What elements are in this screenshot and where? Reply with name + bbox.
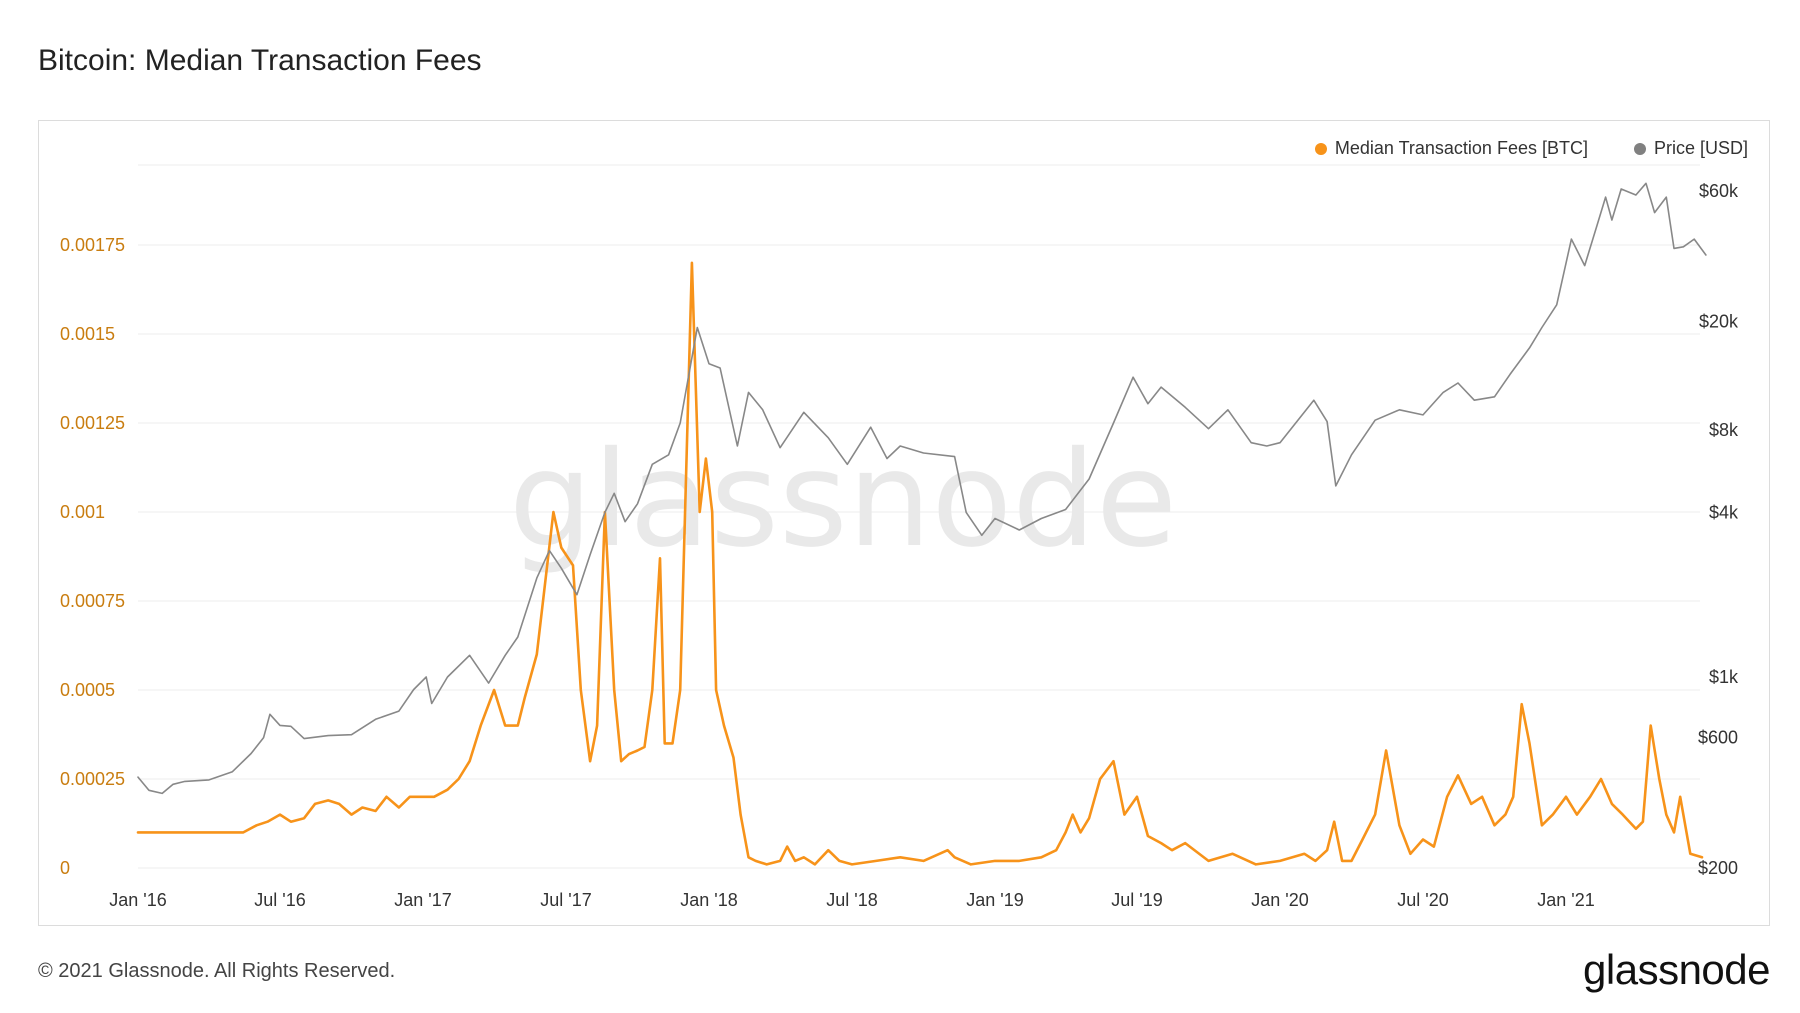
y-axis-right: $200 $600 $1k $4k $8k $20k $60k	[1698, 181, 1739, 878]
legend-dot-price	[1633, 142, 1646, 155]
y-right-tick-label: $1k	[1709, 667, 1739, 687]
legend-label-price: Price [USD]	[1653, 138, 1748, 158]
y-right-tick-label: $600	[1698, 728, 1738, 748]
copyright-text: © 2021 Glassnode. All Rights Reserved.	[38, 960, 396, 982]
x-tick-label: Jul '19	[1111, 890, 1162, 910]
y-axis-left: 0 0.00025 0.0005 0.00075 0.001 0.00125 0.0015 0…	[60, 235, 125, 878]
x-tick-label: Jul '20	[1397, 890, 1448, 910]
x-tick-label: Jan '20	[1251, 890, 1308, 910]
y-left-tick-label: 0.00025	[60, 769, 125, 789]
y-right-tick-label: $4k	[1709, 502, 1739, 522]
y-right-tick-label: $60k	[1699, 181, 1739, 201]
x-tick-label: Jan '18	[680, 890, 737, 910]
y-left-tick-label: 0.001	[60, 502, 105, 522]
chart-legend: Median Transaction Fees [BTC] Price [USD…	[1314, 138, 1748, 159]
x-tick-label: Jul '18	[826, 890, 877, 910]
y-left-tick-label: 0.00175	[60, 235, 125, 255]
series-line-price	[137, 182, 1707, 795]
y-right-tick-label: $200	[1698, 858, 1738, 878]
y-right-tick-label: $8k	[1709, 420, 1739, 440]
legend-item-price[interactable]: Price [USD]	[1633, 138, 1748, 159]
x-tick-label: Jul '17	[540, 890, 591, 910]
y-left-tick-label: 0.00125	[60, 413, 125, 433]
y-left-tick-label: 0.0005	[60, 680, 115, 700]
x-tick-label: Jan '17	[394, 890, 451, 910]
y-left-tick-label: 0.0015	[60, 324, 115, 344]
series-line-fees	[136, 261, 1704, 866]
x-tick-label: Jan '19	[966, 890, 1023, 910]
y-left-tick-label: 0	[60, 858, 70, 878]
x-tick-label: Jan '21	[1537, 890, 1594, 910]
legend-item-fees[interactable]: Median Transaction Fees [BTC]	[1314, 138, 1588, 159]
y-left-tick-label: 0.00075	[60, 591, 125, 611]
chart-frame	[38, 120, 1770, 926]
x-axis: Jan '16 Jul '16 Jan '17 Jul '17 Jan '18 Jul '…	[109, 890, 1594, 910]
x-tick-label: Jul '16	[254, 890, 305, 910]
x-tick-label: Jan '16	[109, 890, 166, 910]
watermark-text: glassnode	[509, 423, 1177, 577]
chart-title: Bitcoin: Median Transaction Fees	[38, 44, 482, 77]
brand-logo[interactable]: glassnode	[1583, 946, 1770, 993]
legend-label-fees: Median Transaction Fees [BTC]	[1334, 138, 1588, 158]
legend-dot-fees	[1314, 142, 1327, 155]
grid-lines	[138, 164, 1700, 869]
y-right-tick-label: $20k	[1699, 311, 1739, 331]
